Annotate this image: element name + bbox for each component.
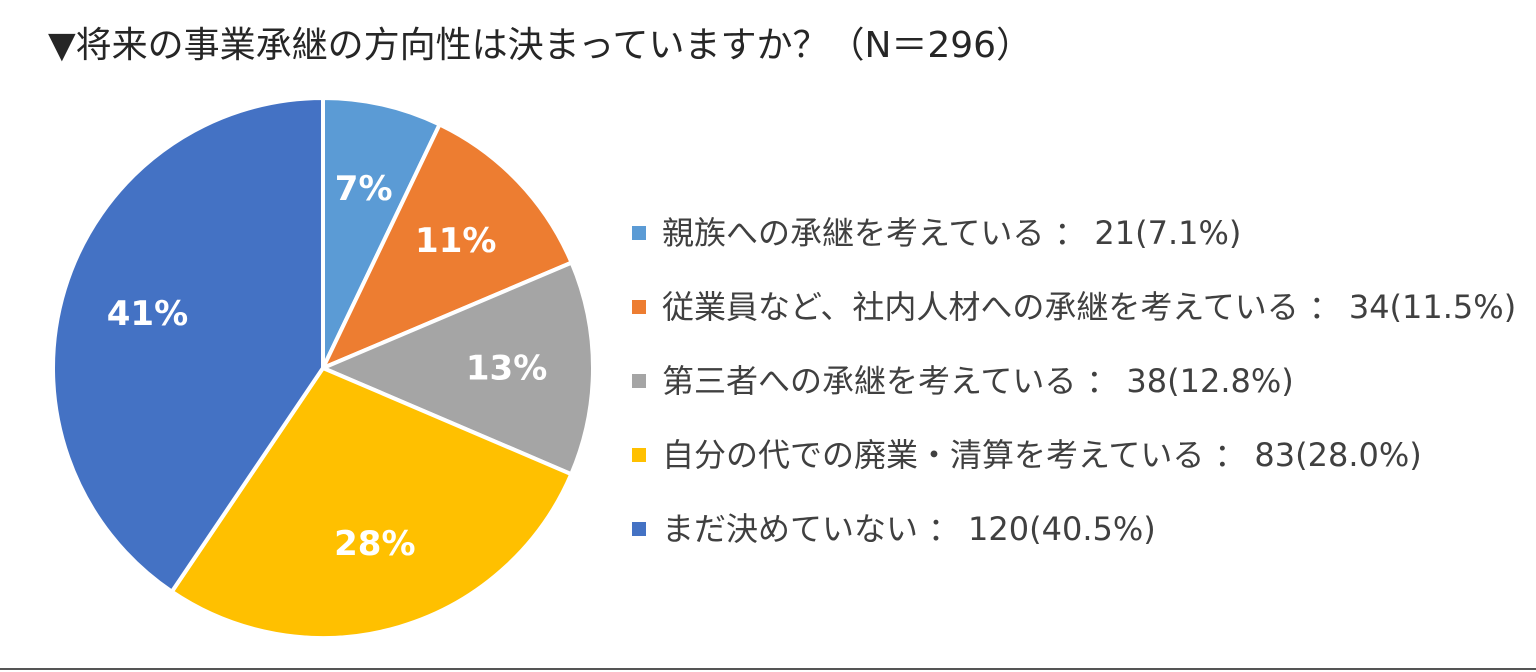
slice-label-1: 7% [335,169,393,209]
pie-slice-2 [321,122,574,370]
legend-separator: ： [1086,362,1119,400]
legend-item-4: 自分の代での廃業・清算を考えている： 83 (28.0%) [632,418,1516,492]
legend-item-3: 第三者への承継を考えている： 38 (12.8%) [632,344,1516,418]
legend-item-5: まだ決めていない： 120 (40.5%) [632,492,1516,566]
legend-label: 第三者への承継を考えている [662,362,1077,400]
legend-swatch [632,374,646,388]
chart-title: ▼将来の事業承継の方向性は決まっていますか？（N＝296） [48,25,1033,66]
legend-count: 83 [1254,436,1296,474]
legend-count: 38 [1126,362,1168,400]
legend-separator: ： [928,510,961,548]
legend-count: 34 [1348,288,1390,326]
legend-percent: (11.5%) [1389,288,1517,326]
legend-swatch [632,522,646,536]
legend-separator: ： [1054,214,1087,252]
pie-slice-1 [321,96,442,370]
pie-slice-3 [321,260,595,477]
legend-label: まだ決めていない [662,510,919,548]
pie-slice-4 [169,366,574,640]
legend-count: 21 [1094,214,1136,252]
legend-item-2: 従業員など、社内人材への承継を考えている： 34 (11.5%) [632,270,1516,344]
slice-label-3: 13% [466,348,547,388]
pie-slice-5 [51,96,325,594]
legend-swatch [632,226,646,240]
legend: 親族への承継を考えている： 21 (7.1%) 従業員など、社内人材への承継を考えてい… [632,196,1516,566]
legend-percent: (28.0%) [1295,436,1422,474]
legend-swatch [632,448,646,462]
legend-percent: (7.1%) [1135,214,1242,252]
legend-count: 120 [968,510,1030,548]
legend-label: 親族への承継を考えている [662,214,1045,252]
slice-label-2: 11% [415,221,496,261]
legend-item-1: 親族への承継を考えている： 21 (7.1%) [632,196,1516,270]
legend-percent: (12.8%) [1167,362,1294,400]
legend-separator: ： [1214,436,1247,474]
legend-separator: ： [1308,288,1341,326]
legend-swatch [632,300,646,314]
legend-label: 自分の代での廃業・清算を考えている [662,436,1205,474]
slice-label-5: 41% [107,294,188,334]
legend-label: 従業員など、社内人材への承継を考えている [662,288,1299,326]
legend-percent: (40.5%) [1029,510,1156,548]
slice-label-4: 28% [334,524,415,564]
